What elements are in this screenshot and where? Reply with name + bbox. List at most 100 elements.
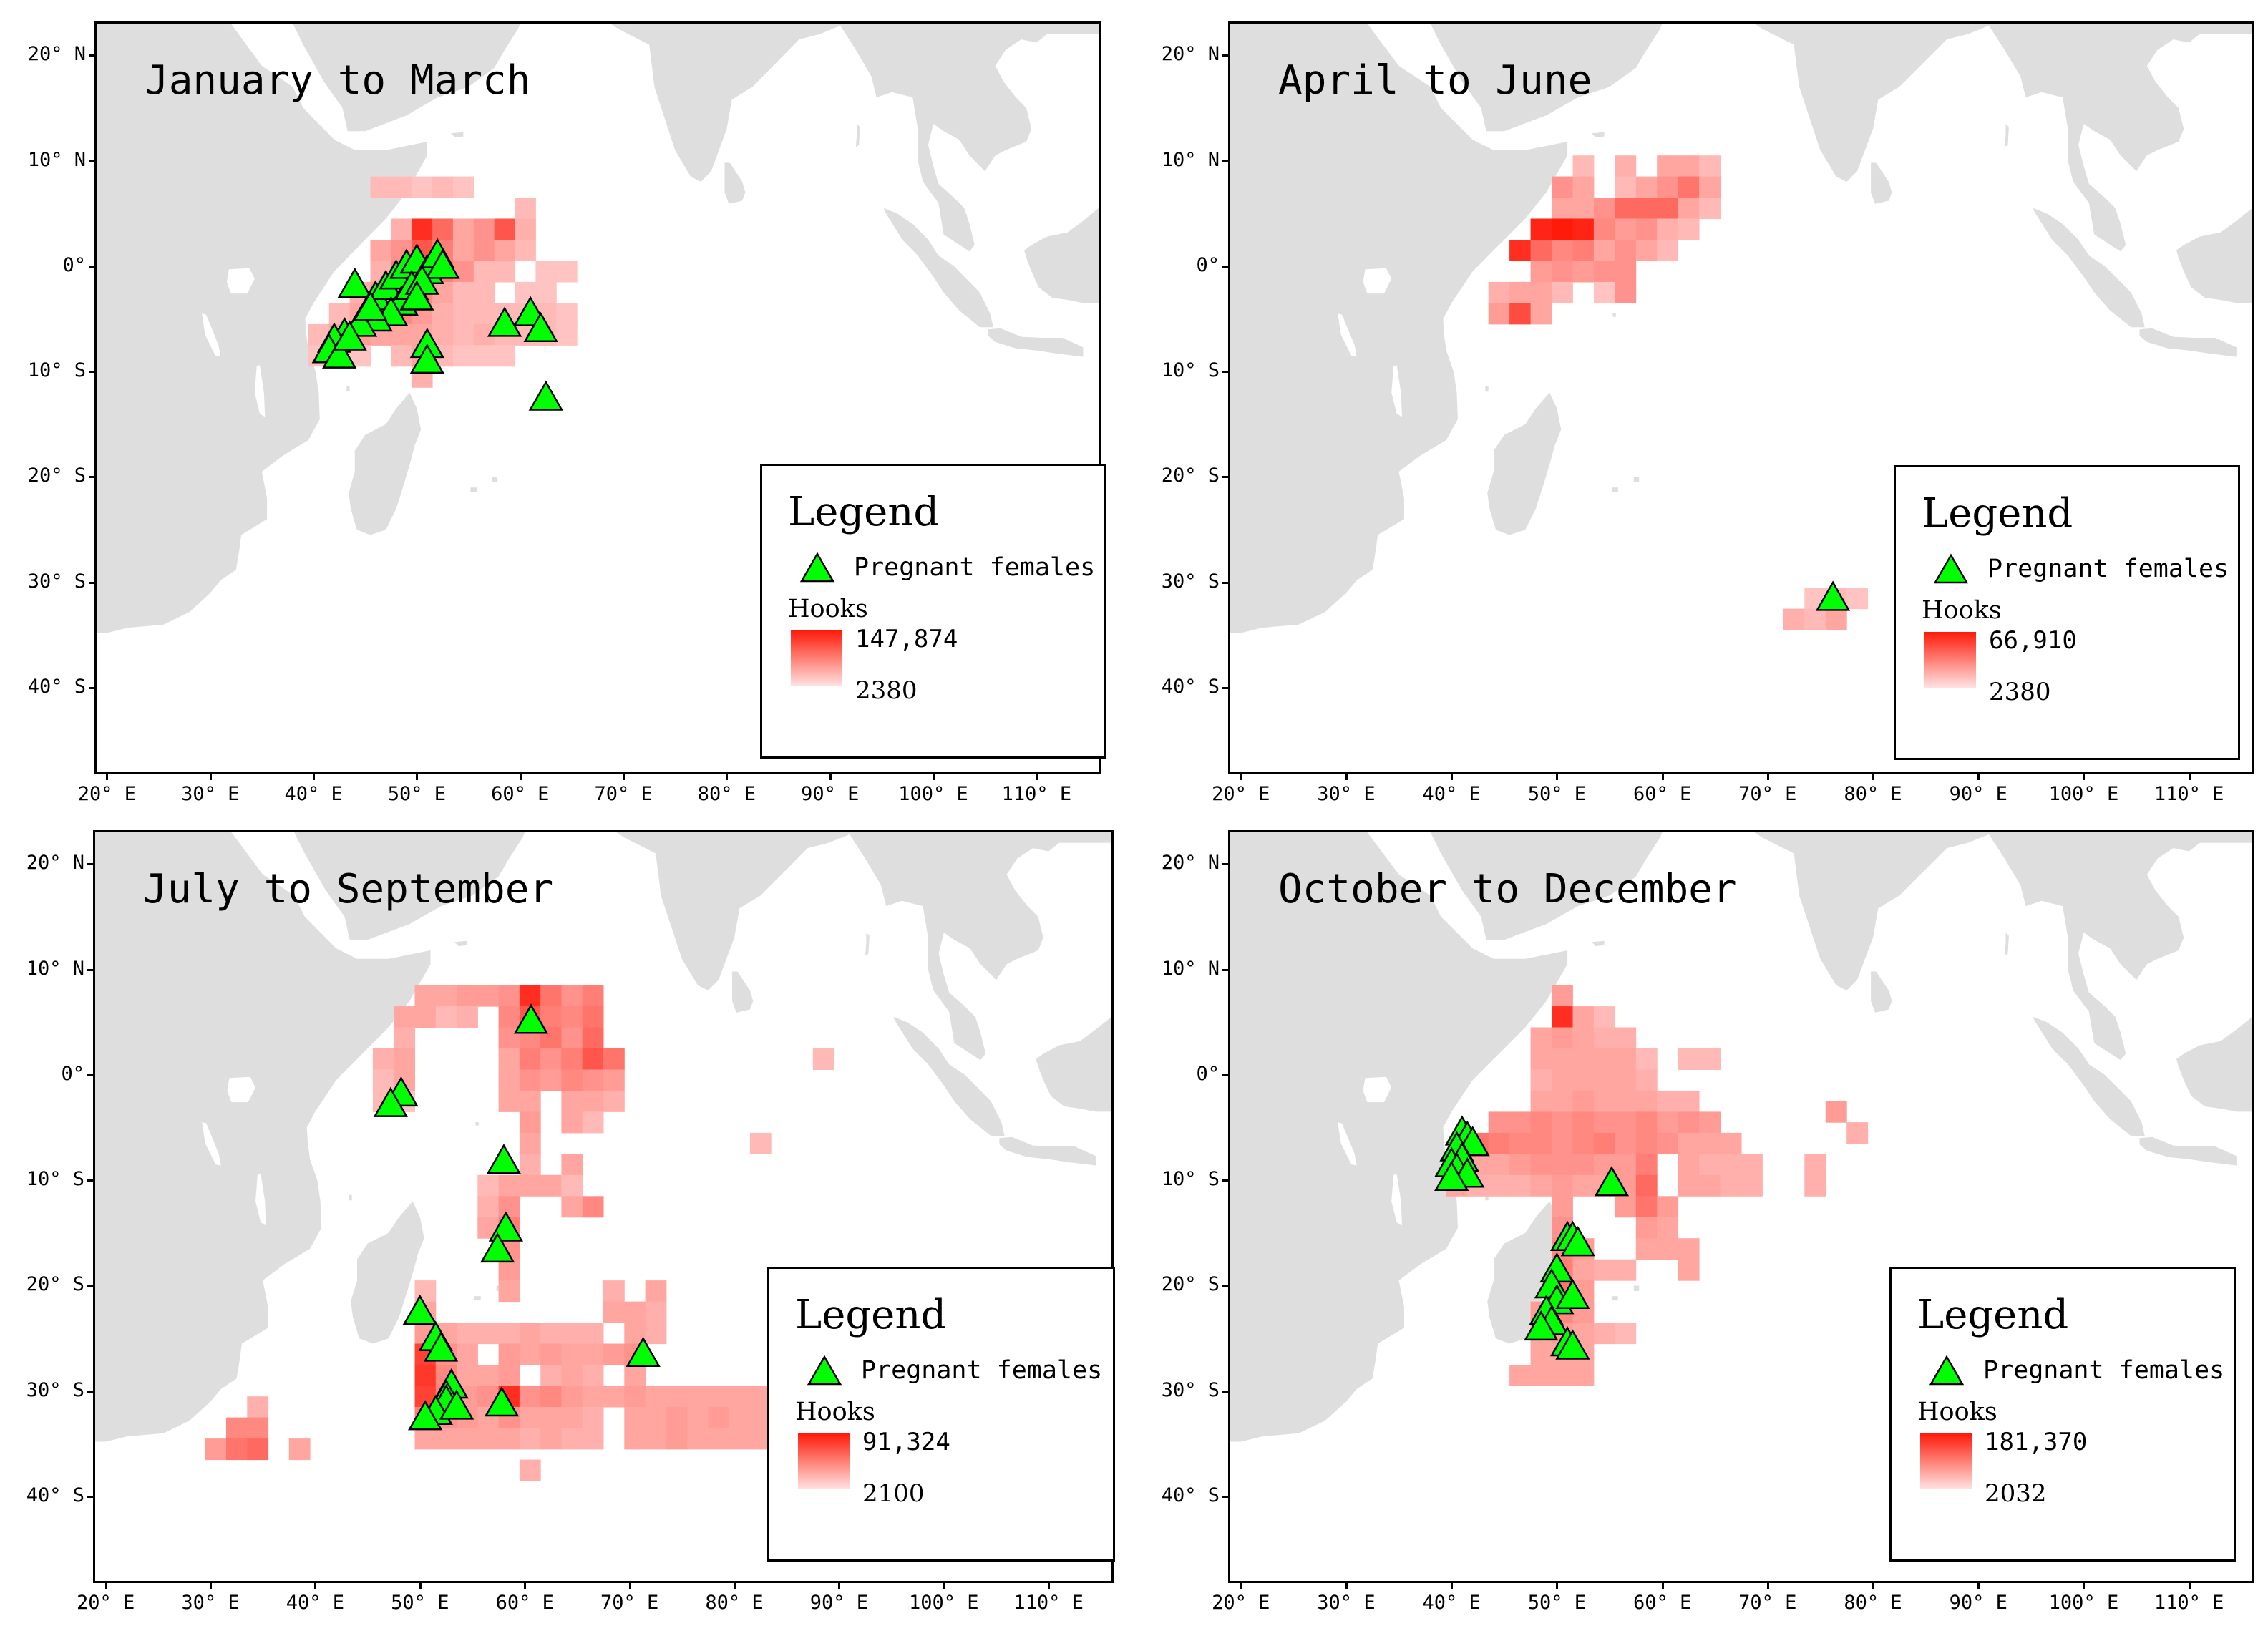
pregnant-female-marker [373,1086,408,1117]
effort-cell [1635,1111,1658,1134]
effort-cell [666,1386,688,1408]
effort-cell [457,1006,478,1028]
land-mass [474,1296,481,1301]
effort-cell [226,1417,248,1439]
land-mass [454,940,467,947]
land-mass [293,24,520,132]
lon-tick-label: 40° E [284,783,343,805]
lon-tick-label: 50° E [387,783,447,805]
effort-cell [540,1406,562,1428]
lat-tick [1222,265,1230,268]
land-mass [1024,208,1099,303]
land-mass [1592,132,1605,138]
effort-cell [556,261,578,283]
effort-cell [1530,1365,1552,1386]
legend-ramp-label: Hooks [788,595,868,623]
effort-cell [1509,1111,1531,1134]
effort-cell [1572,155,1595,177]
effort-cell [1552,1196,1573,1218]
effort-cell [1678,1174,1700,1197]
lat-tick [1222,968,1230,971]
effort-cell [1657,218,1679,240]
effort-cell [1615,198,1637,220]
effort-cell [708,1406,730,1428]
lat-tick [89,687,96,690]
effort-cell [582,1343,604,1365]
lon-tick [104,1582,107,1589]
pregnant-female-marker [1555,1278,1590,1309]
lon-tick-label: 80° E [705,1592,764,1614]
effort-cell [666,1428,688,1450]
lon-tick-label: 20° E [1212,783,1270,805]
lon-tick-label: 40° E [1422,783,1481,805]
effort-cell [494,218,516,240]
effort-cell [582,985,604,1007]
effort-cell [519,985,541,1007]
effort-cell [477,1365,500,1386]
legend-color-ramp [1924,632,1976,688]
legend-color-ramp [791,630,842,686]
effort-cell [452,176,474,198]
effort-cell [1530,303,1552,325]
pregnant-female-marker [425,248,460,279]
effort-cell [1552,1069,1573,1091]
effort-cell [561,1048,583,1070]
effort-cell [729,1386,751,1408]
effort-cell [1572,240,1595,261]
legend-min-value: 2100 [862,1479,925,1508]
effort-cell [457,1343,478,1365]
pregnant-female-marker [322,338,357,369]
effort-cell [561,1406,583,1428]
effort-cell [1657,1090,1679,1112]
effort-cell [624,1365,646,1386]
effort-cell [498,1280,520,1303]
effort-cell [561,1154,583,1176]
effort-cell [1635,1238,1658,1260]
effort-cell [1615,1111,1637,1134]
lake [1338,313,1357,357]
effort-cell [540,1069,562,1091]
effort-cell [519,1174,541,1197]
lake [202,1122,221,1166]
effort-cell [1678,1090,1700,1112]
pregnant-female-marker [337,267,372,298]
effort-cell [1530,1111,1552,1134]
effort-cell [1593,1069,1615,1091]
effort-cell [1699,1111,1721,1134]
map-canvas [1230,24,2252,633]
lake [1363,1076,1392,1103]
effort-cell [1720,1154,1742,1176]
effort-cell [1699,198,1721,220]
effort-cell [540,1006,562,1028]
pregnant-female-marker [626,1336,661,1368]
effort-cell [561,1111,583,1134]
lon-tick-label: 90° E [1949,1592,2007,1614]
legend-title: Legend [1917,1292,2069,1338]
lon-tick [1977,1582,1980,1589]
legend-box: Legend Pregnant females Hooks 66,910 238… [1894,465,2240,760]
effort-cell [624,1406,646,1428]
effort-cell [1552,176,1573,198]
effort-cell [452,281,474,303]
effort-cell [1572,218,1595,240]
effort-cell [1825,608,1847,630]
land-mass [2033,208,2145,328]
lat-tick-label: 10° S [27,359,86,382]
land-mass [2139,328,2237,357]
effort-cell [1530,1132,1552,1154]
lat-tick [1222,160,1230,162]
lon-tick-label: 20° E [76,1592,135,1614]
land-mass [1592,940,1605,947]
effort-cell [561,1343,583,1365]
effort-cell [1678,176,1700,198]
lon-tick [313,773,316,780]
effort-cell [1593,1132,1615,1154]
map-canvas [95,832,1111,1481]
effort-cell [452,240,474,261]
effort-cell [1572,1027,1595,1049]
pregnant-female-marker [1594,1166,1630,1197]
effort-cell [519,1343,541,1365]
land-mass [1871,162,1892,204]
effort-cell [519,1406,541,1428]
effort-cell [1593,240,1615,261]
